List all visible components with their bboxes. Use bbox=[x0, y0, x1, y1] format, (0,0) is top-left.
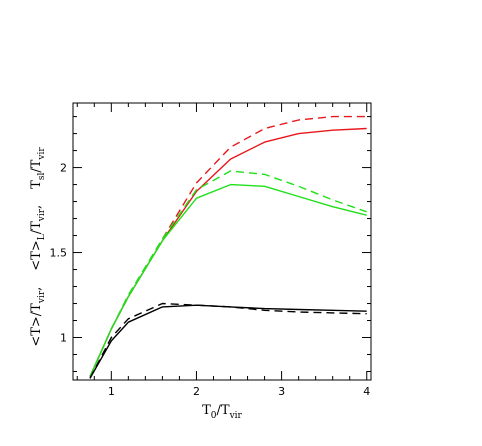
y-axis-title-part-1-suffix: , bbox=[29, 287, 44, 291]
x-tick-label: 2 bbox=[193, 385, 200, 398]
x-axis-title: T0/Tvir bbox=[202, 403, 242, 421]
x-axis-title-sub: 0 bbox=[211, 411, 217, 421]
y-axis-title-part-1-main: <T> bbox=[29, 316, 44, 346]
y-axis-title-part-3-rest: /T bbox=[29, 159, 44, 172]
y-axis-title-part-1-sub: vir bbox=[37, 290, 47, 304]
svg-text:<T>/Tvir,<T>L/Tvir,Tsl/Tvir: <T>/Tvir,<T>L/Tvir,Tsl/Tvir bbox=[29, 147, 47, 347]
y-axis-title-part-2-suffix: , bbox=[29, 205, 44, 209]
series-line-black-dashed bbox=[89, 302, 367, 379]
y-tick-label: 2 bbox=[60, 162, 67, 175]
series-line-green-dashed bbox=[89, 170, 367, 377]
x-tick-label: 1 bbox=[108, 385, 115, 398]
x-tick-label: 4 bbox=[363, 385, 370, 398]
y-axis-title-part-2-rest: /T bbox=[29, 221, 44, 234]
y-tick-label: 1.5 bbox=[50, 247, 68, 260]
series-layer bbox=[89, 115, 367, 379]
y-axis-title: <T>/Tvir,<T>L/Tvir,Tsl/Tvir bbox=[29, 147, 47, 347]
x-axis-title-rest: /T bbox=[217, 403, 230, 418]
x-axis-title-sub2: vir bbox=[229, 411, 243, 421]
series-line-red-dashed bbox=[89, 115, 367, 377]
y-axis-title-part-3-main: T bbox=[29, 180, 44, 189]
ticks bbox=[73, 103, 371, 380]
y-axis-title-part-3-sub0: sl bbox=[37, 173, 47, 181]
y-axis-title-part-3-sub: vir bbox=[37, 147, 47, 161]
labels-layer: 1 2 3 4 1 1.5 2 bbox=[50, 162, 371, 398]
y-axis-title-part-2-sub0: L bbox=[37, 234, 47, 240]
series-line-red-solid bbox=[89, 127, 367, 377]
x-tick-label: 3 bbox=[278, 385, 285, 398]
plot-frame bbox=[72, 102, 372, 381]
y-axis-title-part-1-rest: /T bbox=[29, 303, 44, 316]
y-tick-label: 1 bbox=[60, 332, 67, 345]
series-line-black-solid bbox=[89, 304, 367, 379]
y-axis-title-part-2-sub: vir bbox=[37, 208, 47, 222]
series-line-green-solid bbox=[89, 183, 367, 377]
x-axis-title-main: T bbox=[202, 403, 211, 418]
y-axis-title-part-2-main: <T> bbox=[29, 240, 44, 270]
